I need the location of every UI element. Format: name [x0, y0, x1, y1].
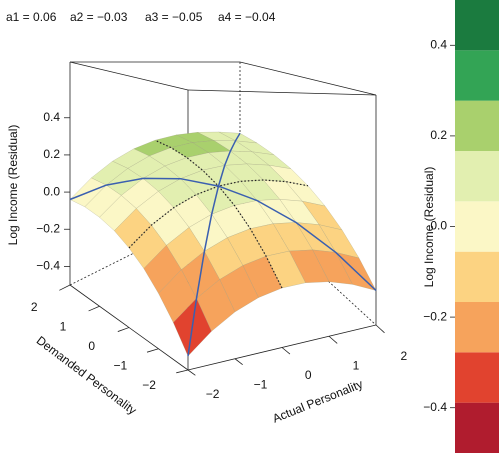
annotation: a1 = 0.06 — [6, 10, 57, 24]
y-tick-label: −2 — [142, 378, 156, 392]
y-tick-label: 2 — [31, 300, 38, 314]
box-edge — [239, 61, 377, 96]
colorbar-band — [455, 251, 499, 302]
colorbar-band — [455, 100, 499, 151]
box-edge — [69, 61, 189, 91]
box-edge — [187, 89, 377, 96]
colorbar-tick-label: −0.2 — [423, 309, 447, 323]
colorbar-band — [455, 50, 499, 101]
x-tick-label: −1 — [254, 378, 268, 392]
annotation: a2 = −0.03 — [70, 10, 128, 24]
x-tick — [328, 335, 338, 344]
x-tick — [281, 347, 291, 355]
colorbar-tick-label: 0.4 — [430, 37, 447, 51]
colorbar-title: Log Income (Residual) — [422, 167, 436, 288]
incongruence-line — [69, 177, 377, 292]
colorbar-band — [455, 151, 499, 202]
x-tick-label: 1 — [353, 359, 360, 373]
y-tick — [59, 284, 71, 291]
colorbar-band — [455, 402, 499, 453]
x-tick — [187, 369, 196, 376]
x-tick-label: 0 — [305, 368, 312, 382]
y-tick — [176, 369, 189, 374]
y-tick — [88, 305, 100, 312]
y-tick — [146, 348, 159, 353]
z-tick-label: 0.4 — [43, 110, 60, 124]
y-axis-title: Demanded Personality — [34, 333, 139, 417]
z-tick-label: 0.0 — [43, 184, 60, 198]
annotation: a3 = −0.05 — [145, 10, 203, 24]
z-tick-label: −0.2 — [36, 221, 60, 235]
x-tick-label: 2 — [400, 349, 407, 363]
annotations: a1 = 0.06 a2 = −0.03 a3 = −0.05 a4 = −0.… — [6, 10, 276, 24]
z-tick-label: 0.2 — [43, 147, 60, 161]
z-tick-label: −0.4 — [36, 259, 60, 273]
colorbar-tick-label: 0.0 — [430, 219, 447, 233]
x-tick — [375, 324, 385, 334]
colorbar-tick-label: −0.4 — [423, 400, 447, 414]
colorbar-band — [455, 201, 499, 252]
colorbar-band — [455, 0, 499, 51]
y-tick-label: 0 — [88, 339, 95, 353]
x-axis-title: Actual Personality — [271, 377, 365, 426]
z-axis-title: Log Income (Residual) — [6, 125, 20, 246]
x-tick — [234, 358, 243, 366]
colorbar-band — [455, 302, 499, 353]
colorbar-tick-label: 0.2 — [430, 128, 447, 142]
annotation: a4 = −0.04 — [218, 10, 276, 24]
colorbar-band — [455, 352, 499, 403]
y-tick — [117, 327, 130, 332]
y-tick-label: 1 — [60, 320, 67, 334]
y-tick-label: −1 — [114, 359, 128, 373]
x-tick-label: −2 — [206, 387, 220, 401]
